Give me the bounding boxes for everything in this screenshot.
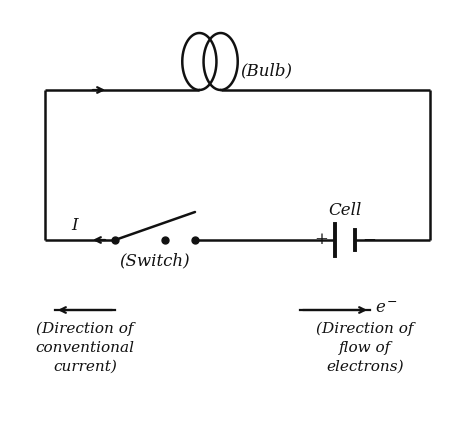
- Text: (Bulb): (Bulb): [240, 62, 292, 80]
- Text: (Direction of
conventional
current): (Direction of conventional current): [36, 322, 135, 373]
- Text: −: −: [387, 296, 398, 309]
- Text: −: −: [362, 232, 376, 248]
- Text: +: +: [314, 232, 328, 248]
- Text: (Direction of
flow of
electrons): (Direction of flow of electrons): [316, 322, 414, 373]
- Text: e: e: [375, 299, 385, 317]
- Text: (Switch): (Switch): [120, 252, 191, 269]
- Text: I: I: [72, 216, 78, 234]
- Text: Cell: Cell: [328, 202, 362, 219]
